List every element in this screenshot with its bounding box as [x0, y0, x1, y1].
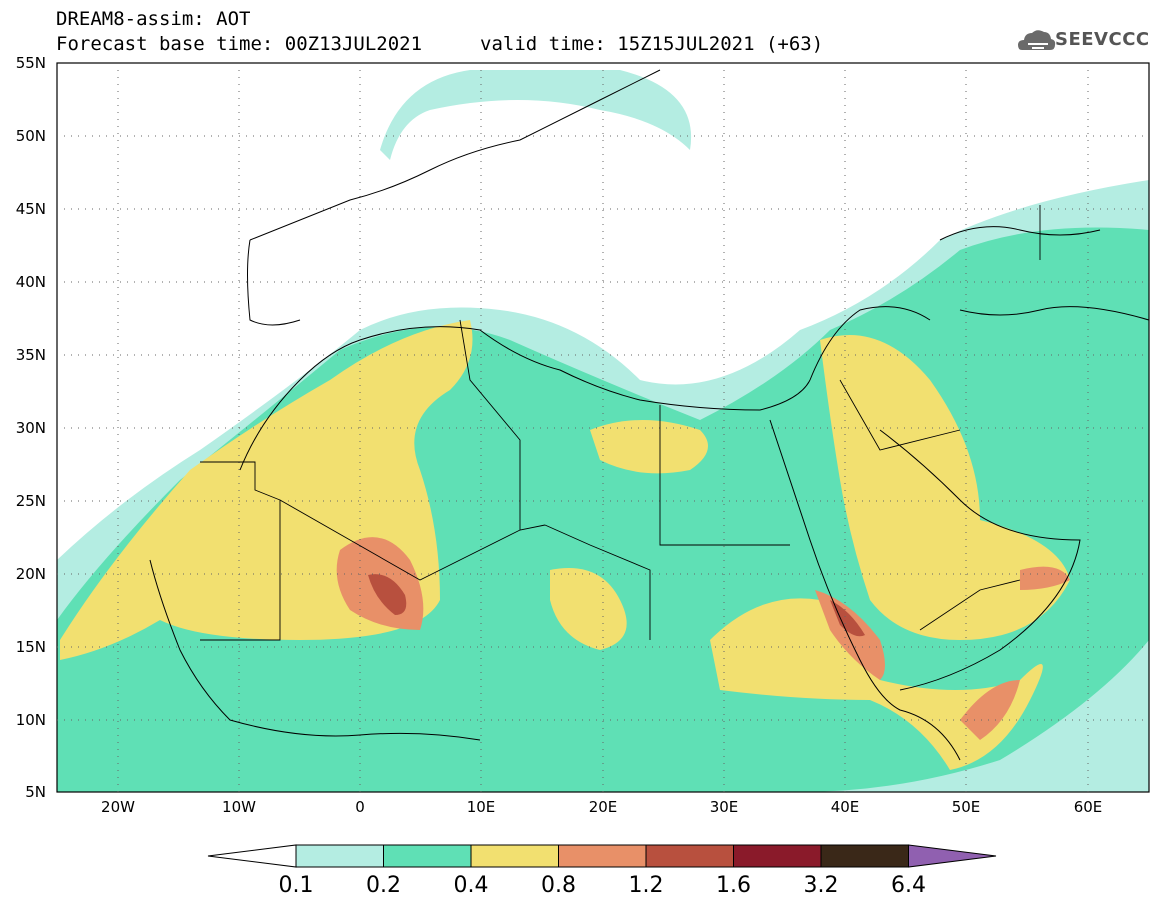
- colorbar-swatch: [295, 844, 384, 868]
- lat-label: 50N: [16, 127, 46, 145]
- lon-label: 10E: [467, 798, 496, 816]
- graticule: [57, 63, 1149, 792]
- colorbar-swatch: [470, 844, 559, 868]
- colorbar-label: 1.2: [629, 873, 664, 898]
- colorbar-high-arrow: [908, 844, 997, 868]
- lon-label: 20W: [101, 798, 135, 816]
- colorbar-swatch: [645, 844, 734, 868]
- lon-label: 20E: [589, 798, 618, 816]
- colorbar-label: 3.2: [804, 873, 839, 898]
- seevccc-logo-text: SEEVCCC: [1055, 29, 1150, 50]
- colorbar-label: 0.8: [541, 873, 576, 898]
- lat-label: 5N: [25, 783, 46, 801]
- colorbar-swatch: [820, 844, 909, 868]
- lat-label: 10N: [16, 711, 46, 729]
- lat-label: 30N: [16, 419, 46, 437]
- aot-contour-0-4-arabia: [820, 335, 1070, 640]
- lat-label: 35N: [16, 346, 46, 364]
- valid-time: valid time: 15Z15JUL2021 (+63): [480, 33, 824, 55]
- lat-label: 45N: [16, 200, 46, 218]
- lat-label: 25N: [16, 492, 46, 510]
- aot-contour-0-8-oman: [1020, 566, 1070, 590]
- longitude-labels: 20W 10W 0 10E 20E 30E 40E 50E 60E: [101, 798, 1102, 816]
- forecast-base-time: Forecast base time: 00Z13JUL2021: [56, 33, 423, 55]
- colorbar-label: 0.1: [279, 873, 314, 898]
- colorbar-swatch: [383, 844, 472, 868]
- lon-label: 0: [355, 798, 365, 816]
- colorbar-labels: 0.1 0.2 0.4 0.8 1.2 1.6 3.2 6.4: [279, 873, 927, 898]
- aot-contour-1-2-mali: [368, 574, 407, 615]
- lat-label: 55N: [16, 54, 46, 72]
- aot-contour-0-4-libya: [590, 420, 708, 474]
- lon-label: 60E: [1074, 798, 1103, 816]
- colorbar-label: 0.4: [454, 873, 489, 898]
- aot-contour-1-2-red-sea: [830, 600, 865, 637]
- map-title: DREAM8-assim: AOT: [56, 8, 251, 30]
- colorbar-low-arrow: [207, 844, 297, 868]
- lat-label: 15N: [16, 638, 46, 656]
- colorbar-swatch: [733, 844, 822, 868]
- colorbar-label: 6.4: [891, 873, 926, 898]
- coastlines: [149, 69, 1150, 761]
- aot-contour-0-8-somalia: [960, 680, 1020, 740]
- lat-label: 20N: [16, 565, 46, 583]
- colorbar-label: 0.2: [366, 873, 401, 898]
- cloud-logo-icon: [1018, 30, 1056, 50]
- lon-label: 30E: [710, 798, 739, 816]
- lat-label: 40N: [16, 273, 46, 291]
- colorbar-swatch: [558, 844, 647, 868]
- colorbar-label: 1.6: [716, 873, 751, 898]
- aot-contour-0-1-north: [380, 70, 692, 160]
- lon-label: 10W: [222, 798, 256, 816]
- aot-contour-0-4-east-africa: [710, 598, 1043, 770]
- borders: [200, 205, 1041, 641]
- latitude-labels: 55N 50N 45N 40N 35N 30N 25N 20N 15N 10N …: [16, 54, 46, 801]
- colorbar: [207, 844, 997, 868]
- aot-contour-0-8-red-sea: [815, 590, 885, 680]
- lon-label: 40E: [831, 798, 860, 816]
- aot-contour-0-4-chad: [550, 568, 627, 650]
- lon-label: 50E: [952, 798, 981, 816]
